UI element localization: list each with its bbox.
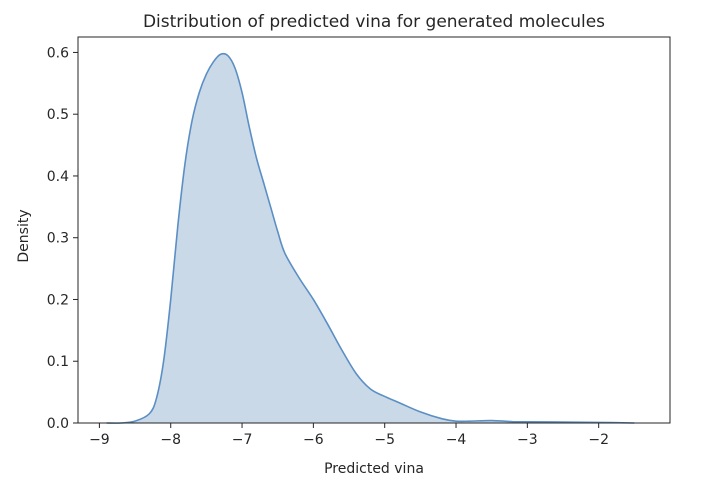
y-tick-label: 0.2 — [47, 292, 69, 308]
x-tick-label: −2 — [588, 432, 609, 448]
x-tick-label: −9 — [89, 432, 110, 448]
y-tick-label: 0.0 — [47, 416, 69, 432]
y-tick-label: 0.5 — [47, 107, 69, 123]
x-tick-label: −7 — [232, 432, 253, 448]
x-tick-label: −5 — [374, 432, 395, 448]
x-tick-label: −8 — [160, 432, 181, 448]
density-line — [106, 52, 635, 424]
chart-title: Distribution of predicted vina for gener… — [143, 12, 605, 32]
y-axis-ticks: 0.0 0.1 0.2 0.3 0.4 0.5 0.6 — [47, 45, 78, 432]
y-tick-label: 0.6 — [47, 45, 69, 61]
density-area — [106, 53, 635, 424]
x-tick-label: −3 — [517, 432, 538, 448]
y-axis-label: Density — [16, 209, 32, 262]
plot-frame — [77, 36, 671, 424]
x-axis-ticks: −9 −8 −7 −6 −5 −4 −3 −2 — [89, 423, 609, 448]
y-tick-label: 0.1 — [47, 354, 69, 370]
y-tick-label: 0.4 — [47, 169, 69, 185]
x-axis-label: Predicted vina — [324, 461, 424, 477]
x-tick-label: −4 — [446, 432, 467, 448]
y-tick-label: 0.3 — [47, 231, 69, 247]
plot-area — [106, 52, 635, 424]
x-tick-label: −6 — [303, 432, 324, 448]
